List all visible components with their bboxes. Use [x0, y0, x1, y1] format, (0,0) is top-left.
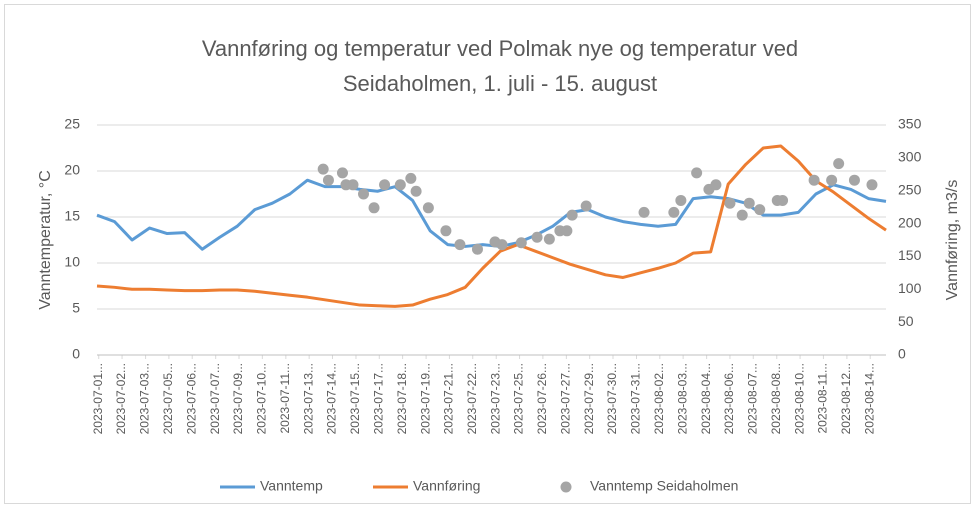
scatter-point	[710, 179, 722, 191]
legend-label: Vanntemp	[260, 478, 323, 494]
scatter-point	[358, 188, 370, 200]
x-tick-label: 2023-07-14...	[325, 363, 339, 434]
scatter-point	[317, 163, 329, 175]
x-tick-label: 2023-08-03...	[675, 363, 689, 434]
scatter-point	[496, 239, 508, 251]
scatter-point	[826, 174, 838, 186]
x-tick-label: 2023-07-18...	[395, 363, 409, 434]
scatter-point	[531, 231, 543, 243]
x-tick-label: 2023-07-21...	[442, 363, 456, 434]
legend-symbol	[560, 481, 572, 493]
legend-label: Vannføring	[413, 478, 480, 494]
y-tick-label: 25	[64, 116, 80, 132]
x-tick-label: 2023-08-10...	[792, 363, 806, 434]
scatter-point	[638, 206, 650, 218]
scatter-point	[405, 172, 417, 184]
y2-tick-label: 250	[898, 181, 922, 197]
scatter-point	[848, 174, 860, 186]
scatter-point	[675, 194, 687, 206]
scatter-point	[754, 204, 766, 216]
scatter-point	[454, 239, 466, 251]
x-tick-label: 2023-07-26...	[535, 363, 549, 434]
y2-tick-label: 150	[898, 247, 922, 263]
scatter-point	[410, 185, 422, 197]
scatter-point	[736, 209, 748, 221]
scatter-point	[368, 202, 380, 214]
x-tick-label: 2023-07-07...	[208, 363, 222, 434]
x-tick-label: 2023-07-06...	[184, 363, 198, 434]
x-tick-label: 2023-07-29...	[582, 363, 596, 434]
legend-label: Vanntemp Seidaholmen	[590, 478, 738, 494]
line-series	[96, 144, 887, 308]
x-tick-label: 2023-07-05...	[161, 363, 175, 434]
y2-tick-label: 100	[898, 280, 922, 296]
scatter-point	[379, 179, 391, 191]
y-axis-label: Vanntemperatur, °C	[37, 170, 54, 310]
x-tick-label: 2023-08-12...	[839, 363, 853, 434]
y2-axis-label: Vannføring, m3/s	[944, 180, 961, 301]
scatter-point	[668, 206, 680, 218]
chart-frame	[4, 4, 971, 504]
scatter-point	[561, 225, 573, 237]
x-tick-label: 2023-08-14...	[862, 363, 876, 434]
y2-tick-label: 300	[898, 149, 922, 165]
y2-tick-label: 0	[898, 346, 906, 362]
y-tick-label: 20	[64, 162, 80, 178]
y2-tick-label: 50	[898, 313, 914, 329]
y2-tick-label: 350	[898, 116, 922, 132]
x-tick-label: 2023-07-15...	[348, 363, 362, 434]
y-tick-label: 0	[72, 346, 80, 362]
x-tick-label: 2023-07-19...	[418, 363, 432, 434]
scatter-point	[422, 202, 434, 214]
x-tick-label: 2023-07-10...	[255, 363, 269, 434]
scatter-point	[777, 194, 789, 206]
x-tick-label: 2023-08-08...	[769, 363, 783, 434]
scatter-point	[347, 179, 359, 191]
x-tick-label: 2023-07-09...	[231, 363, 245, 434]
scatter-point	[515, 237, 527, 249]
scatter-point	[543, 233, 555, 245]
x-tick-label: 2023-07-03...	[138, 363, 152, 434]
x-tick-label: 2023-07-02...	[114, 363, 128, 434]
chart-title: Vannføring og temperatur ved Polmak nye …	[202, 36, 798, 61]
scatter-point	[691, 167, 703, 179]
y-tick-label: 15	[64, 208, 80, 224]
scatter-point	[724, 197, 736, 209]
x-tick-label: 2023-08-07...	[745, 363, 759, 434]
x-tick-label: 2023-08-02...	[652, 363, 666, 434]
x-tick-label: 2023-07-01...	[91, 363, 105, 434]
scatter-point	[336, 167, 348, 179]
x-tick-label: 2023-07-31...	[629, 363, 643, 434]
y-tick-label: 10	[64, 254, 80, 270]
chart-title: Seidaholmen, 1. juli - 15. august	[343, 71, 657, 96]
x-tick-label: 2023-07-27...	[559, 363, 573, 434]
scatter-point	[394, 179, 406, 191]
x-tick-label: 2023-07-23...	[488, 363, 502, 434]
scatter-point	[566, 209, 578, 221]
x-tick-label: 2023-08-11...	[816, 363, 830, 434]
x-tick-label: 2023-08-04...	[699, 363, 713, 434]
x-tick-label: 2023-07-11...	[278, 363, 292, 434]
y2-tick-label: 200	[898, 214, 922, 230]
x-tick-label: 2023-07-13...	[301, 363, 315, 434]
x-tick-label: 2023-07-25...	[512, 363, 526, 434]
scatter-point	[580, 200, 592, 212]
y-tick-label: 5	[72, 300, 80, 316]
scatter-point	[833, 158, 845, 170]
scatter-point	[866, 179, 878, 191]
scatter-point	[471, 243, 483, 255]
x-tick-label: 2023-07-22...	[465, 363, 479, 434]
scatter-point	[322, 174, 334, 186]
scatter-point	[743, 197, 755, 209]
x-tick-label: 2023-07-17...	[371, 363, 385, 434]
x-tick-label: 2023-07-30...	[605, 363, 619, 434]
scatter-point	[440, 225, 452, 237]
x-tick-label: 2023-08-06...	[722, 363, 736, 434]
scatter-point	[808, 174, 820, 186]
